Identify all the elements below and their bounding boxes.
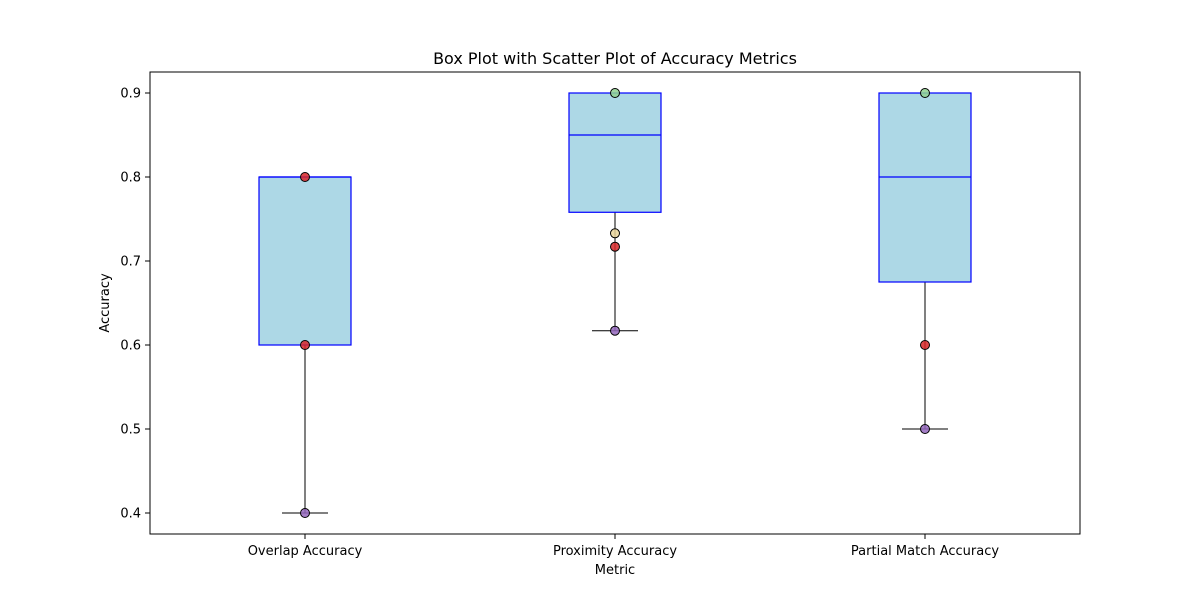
y-tick-label: 0.7 bbox=[120, 255, 141, 270]
box-partial-match-accuracy bbox=[878, 92, 972, 430]
scatter-point bbox=[920, 424, 930, 434]
y-tick-label: 0.5 bbox=[120, 423, 141, 438]
scatter-point bbox=[610, 88, 620, 98]
scatter-point bbox=[300, 508, 310, 518]
x-axis-label: Metric bbox=[595, 563, 635, 578]
box-body bbox=[568, 92, 662, 213]
scatter-point bbox=[920, 88, 930, 98]
box-body bbox=[878, 92, 972, 283]
scatter-point bbox=[610, 228, 620, 239]
scatter-point bbox=[610, 325, 620, 336]
y-tick-label: 0.4 bbox=[120, 507, 141, 522]
chart-title: Box Plot with Scatter Plot of Accuracy M… bbox=[433, 49, 797, 68]
y-tick-label: 0.6 bbox=[120, 339, 141, 354]
plot-area bbox=[258, 88, 972, 518]
y-tick-label: 0.9 bbox=[120, 87, 141, 102]
y-tick-label: 0.8 bbox=[120, 171, 141, 186]
x-tick-label: Overlap Accuracy bbox=[248, 544, 363, 559]
y-axis: 0.4 0.5 0.6 0.7 0.8 0.9 bbox=[120, 87, 150, 522]
scatter-point bbox=[920, 340, 930, 350]
box-proximity-accuracy bbox=[568, 92, 662, 332]
y-axis-label: Accuracy bbox=[98, 273, 113, 333]
box-body bbox=[258, 176, 352, 346]
x-tick-label: Proximity Accuracy bbox=[553, 544, 677, 559]
scatter-point bbox=[300, 340, 310, 350]
x-tick-label: Partial Match Accuracy bbox=[851, 544, 999, 559]
scatter-point bbox=[610, 241, 620, 252]
scatter-point bbox=[300, 172, 310, 182]
box-overlap-accuracy bbox=[258, 176, 352, 514]
x-axis: Overlap Accuracy Proximity Accuracy Partia… bbox=[248, 534, 999, 559]
